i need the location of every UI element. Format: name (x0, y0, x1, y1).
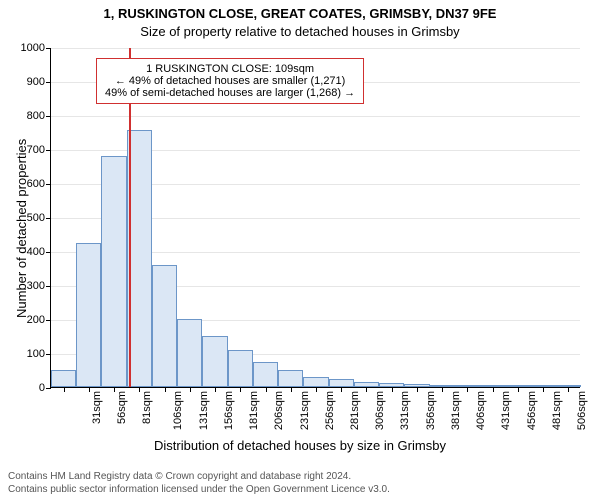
chart-title-line1: 1, RUSKINGTON CLOSE, GREAT COATES, GRIMS… (0, 6, 600, 21)
histogram-bar (228, 350, 253, 387)
x-tick-mark (341, 387, 342, 392)
x-tick-label: 381sqm (450, 391, 462, 430)
x-tick-mark (467, 387, 468, 392)
x-tick-mark (316, 387, 317, 392)
x-tick-label: 156sqm (223, 391, 235, 430)
x-tick-label: 281sqm (349, 391, 361, 430)
x-tick-label: 181sqm (248, 391, 260, 430)
y-tick-mark (46, 218, 51, 219)
x-tick-label: 206sqm (273, 391, 285, 430)
x-tick-mark (64, 387, 65, 392)
y-tick-mark (46, 184, 51, 185)
x-tick-label: 306sqm (374, 391, 386, 430)
y-tick-mark (46, 388, 51, 389)
x-tick-mark (543, 387, 544, 392)
chart-title-line2: Size of property relative to detached ho… (0, 24, 600, 39)
x-axis-label: Distribution of detached houses by size … (0, 438, 600, 453)
marker-annotation: 1 RUSKINGTON CLOSE: 109sqm ← 49% of deta… (96, 58, 364, 104)
x-tick-label: 406sqm (475, 391, 487, 430)
x-tick-mark (291, 387, 292, 392)
x-tick-mark (139, 387, 140, 392)
x-tick-label: 506sqm (576, 391, 588, 430)
footer-line-2: Contains public sector information licen… (8, 484, 390, 497)
x-tick-label: 31sqm (91, 391, 103, 424)
y-tick-mark (46, 286, 51, 287)
x-tick-mark (442, 387, 443, 392)
x-tick-label: 81sqm (141, 391, 153, 424)
y-tick-mark (46, 320, 51, 321)
footer-attribution: Contains HM Land Registry data © Crown c… (8, 471, 390, 496)
x-tick-mark (215, 387, 216, 392)
histogram-bar (152, 265, 177, 387)
x-tick-mark (190, 387, 191, 392)
x-tick-mark (114, 387, 115, 392)
x-tick-mark (89, 387, 90, 392)
histogram-bar (101, 156, 126, 387)
x-tick-mark (266, 387, 267, 392)
chart-container: 1, RUSKINGTON CLOSE, GREAT COATES, GRIMS… (0, 0, 600, 500)
x-tick-label: 481sqm (551, 391, 563, 430)
y-tick-mark (46, 82, 51, 83)
x-tick-label: 256sqm (324, 391, 336, 430)
x-tick-mark (518, 387, 519, 392)
x-tick-mark (366, 387, 367, 392)
histogram-bar (253, 362, 278, 388)
x-tick-mark (417, 387, 418, 392)
x-tick-label: 231sqm (299, 391, 311, 430)
x-tick-mark (493, 387, 494, 392)
y-tick-mark (46, 48, 51, 49)
y-tick-mark (46, 150, 51, 151)
histogram-bar (51, 370, 76, 387)
histogram-bar (278, 370, 303, 387)
y-tick-mark (46, 116, 51, 117)
x-tick-mark (165, 387, 166, 392)
x-tick-label: 431sqm (501, 391, 513, 430)
y-tick-mark (46, 354, 51, 355)
plot-area: 0100200300400500600700800900100031sqm56s… (50, 48, 580, 388)
histogram-bar (303, 377, 328, 387)
histogram-bar (202, 336, 227, 387)
histogram-bar (329, 379, 354, 388)
annotation-line-2: ← 49% of detached houses are smaller (1,… (105, 75, 355, 87)
x-tick-label: 331sqm (400, 391, 412, 430)
histogram-bar (177, 319, 202, 387)
x-tick-label: 356sqm (425, 391, 437, 430)
x-tick-mark (568, 387, 569, 392)
footer-line-1: Contains HM Land Registry data © Crown c… (8, 471, 390, 484)
x-tick-mark (392, 387, 393, 392)
x-tick-label: 456sqm (526, 391, 538, 430)
annotation-line-1: 1 RUSKINGTON CLOSE: 109sqm (105, 63, 355, 75)
x-tick-mark (240, 387, 241, 392)
x-tick-label: 131sqm (198, 391, 210, 430)
annotation-line-3: 49% of semi-detached houses are larger (… (105, 87, 355, 99)
x-tick-label: 106sqm (172, 391, 184, 430)
histogram-bar (76, 243, 101, 388)
x-tick-label: 56sqm (116, 391, 128, 424)
y-tick-mark (46, 252, 51, 253)
